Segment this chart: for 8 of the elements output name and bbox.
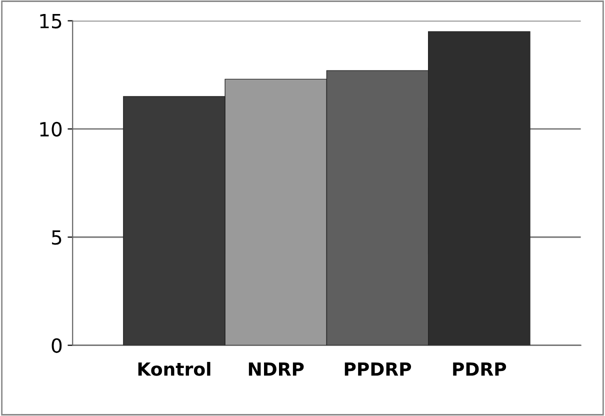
y-tick-label: 10	[40, 122, 62, 137]
y-tick-label: 5	[52, 230, 62, 245]
y-tick-label: 0	[52, 338, 62, 353]
x-tick-label: PDRP	[453, 362, 506, 376]
y-tick-label: 15	[40, 14, 62, 28]
x-tick-label: NDRP	[248, 362, 304, 376]
x-tick-label: PPDRP	[344, 362, 412, 376]
x-tick-label: Kontrol	[138, 362, 210, 376]
